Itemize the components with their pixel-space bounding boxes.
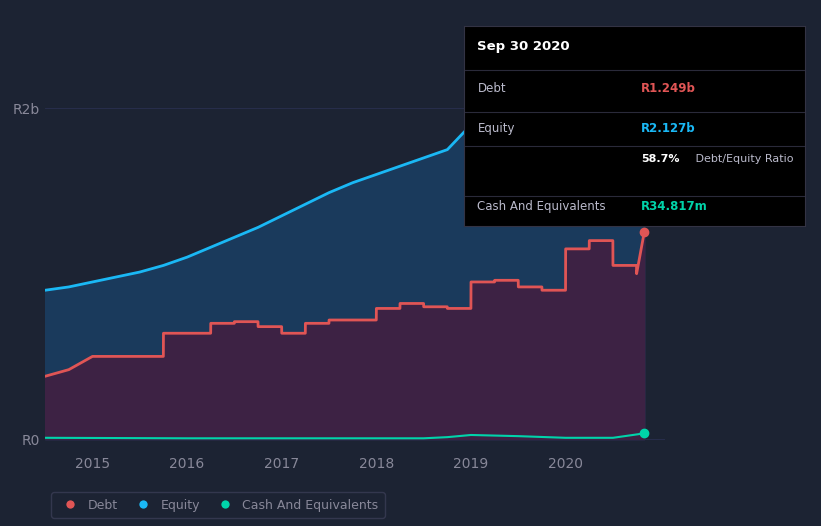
Text: 58.7%: 58.7% [641, 154, 680, 164]
Text: R2.127b: R2.127b [641, 122, 695, 135]
Text: R1.249b: R1.249b [641, 82, 696, 95]
Legend: Debt, Equity, Cash And Equivalents: Debt, Equity, Cash And Equivalents [52, 492, 385, 518]
Text: Sep 30 2020: Sep 30 2020 [478, 41, 570, 53]
Text: Equity: Equity [478, 122, 515, 135]
Text: Debt: Debt [478, 82, 506, 95]
Text: Cash And Equivalents: Cash And Equivalents [478, 200, 606, 213]
Text: Debt/Equity Ratio: Debt/Equity Ratio [692, 154, 794, 164]
Text: R34.817m: R34.817m [641, 200, 708, 213]
